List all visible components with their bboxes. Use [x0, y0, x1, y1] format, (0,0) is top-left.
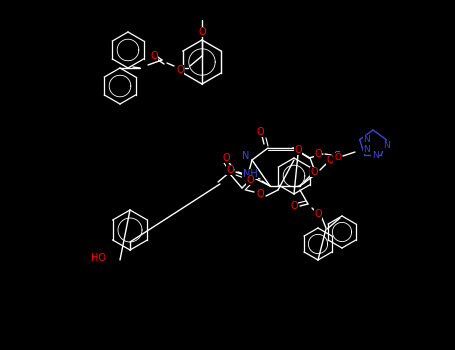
Text: O: O	[256, 127, 264, 137]
Text: N: N	[364, 145, 370, 154]
Text: N: N	[383, 141, 389, 150]
Text: N: N	[372, 151, 379, 160]
Text: O: O	[314, 209, 322, 219]
Text: O: O	[334, 154, 342, 162]
Text: O: O	[310, 167, 318, 177]
Text: O: O	[198, 27, 206, 37]
Text: NH: NH	[243, 169, 258, 179]
Text: O: O	[326, 155, 334, 165]
Text: HO: HO	[91, 253, 106, 263]
Text: O: O	[150, 51, 158, 61]
Text: O: O	[226, 165, 234, 175]
Text: O: O	[246, 175, 254, 185]
Text: N: N	[363, 135, 370, 144]
Text: N: N	[243, 151, 250, 161]
Text: O: O	[290, 201, 298, 211]
Text: O: O	[176, 65, 184, 75]
Text: O: O	[314, 149, 322, 159]
Text: O: O	[256, 189, 264, 199]
Text: O: O	[222, 153, 230, 163]
Text: S: S	[334, 151, 340, 161]
Text: O: O	[294, 145, 302, 155]
